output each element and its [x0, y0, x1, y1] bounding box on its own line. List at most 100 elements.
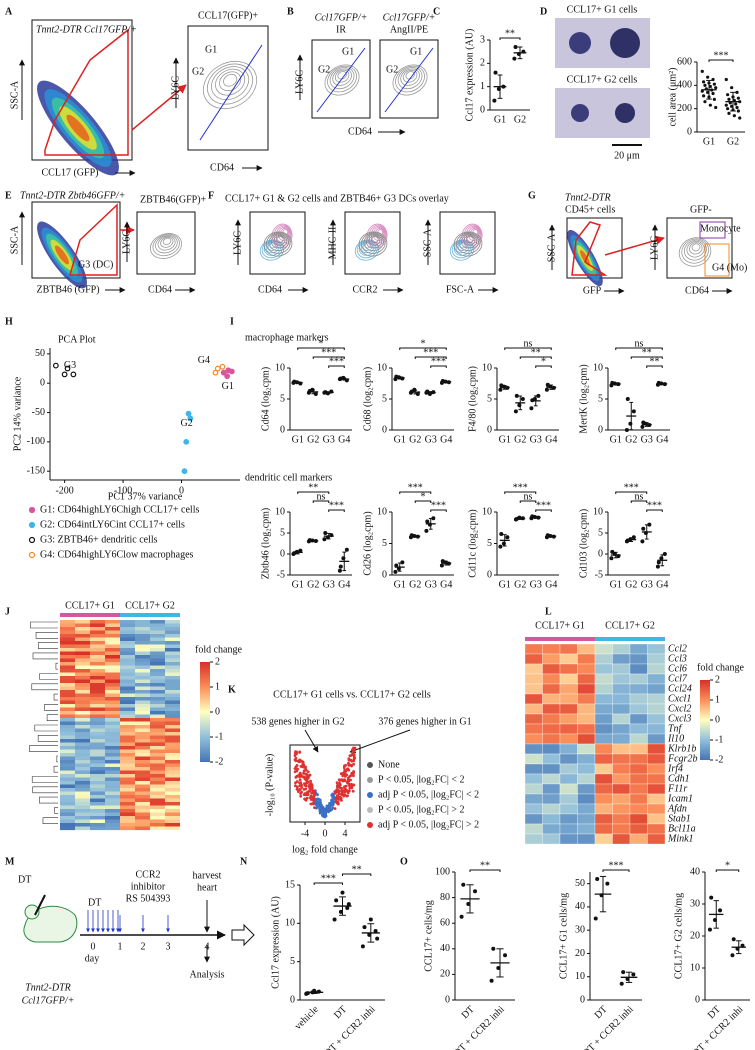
volcano-dot: [343, 770, 346, 774]
label: log₂ fold change: [292, 844, 358, 855]
volcano-dot: [298, 758, 302, 762]
data-point: [70, 371, 77, 378]
label: CCR2: [352, 284, 377, 295]
heatmap-cell: [90, 648, 105, 652]
contour: [270, 234, 288, 249]
heatmap-cell: [612, 703, 631, 715]
data-point: [360, 944, 365, 949]
label: day: [85, 953, 99, 964]
heatmap-cell: [90, 781, 105, 785]
y-tick-label: 50: [575, 878, 585, 889]
line: [384, 47, 434, 113]
data-point: [545, 382, 550, 387]
heatmap-cell: [60, 798, 75, 803]
heatmap-cell: [594, 723, 613, 735]
heatmap-cell: [135, 718, 150, 722]
x-tick-label: 0: [323, 828, 328, 839]
legend-entry: adj P < 0.05, |log₂FC| > 2: [378, 819, 479, 830]
data-point: [624, 428, 629, 432]
heatmap-cell: [577, 733, 596, 745]
data-point: [724, 77, 728, 82]
x-tick-label: G3: [530, 579, 542, 590]
heatmap-cell: [60, 770, 75, 775]
heatmap-cell: [90, 798, 105, 803]
contour: [397, 67, 423, 90]
heatmap-cell: [647, 713, 666, 725]
heatmap-cell: [60, 690, 75, 694]
heatmap-cell: [612, 773, 631, 785]
heatmap-cell: [60, 672, 75, 677]
volcano-dot: [326, 808, 330, 812]
heatmap-cell: [105, 711, 120, 715]
x-tick-label: G4: [656, 434, 668, 445]
axis-title: PC1 37% variance: [108, 491, 183, 502]
data-point: [187, 415, 194, 422]
heatmap-cell: [165, 760, 180, 764]
heatmap-cell: [524, 693, 543, 705]
heatmap-cell: [612, 833, 631, 845]
volcano-dot: [352, 762, 355, 766]
significance-bracket: [313, 882, 343, 885]
data-point: [662, 552, 667, 556]
data-point: [64, 365, 71, 372]
cell: [610, 28, 640, 58]
heatmap-cell: [105, 679, 120, 684]
heatmap-cell: [524, 763, 543, 775]
data-point: [711, 77, 715, 82]
heatmap-cell: [612, 723, 631, 735]
data-point: [706, 75, 710, 79]
label: fold change: [195, 644, 242, 655]
data-point: [727, 97, 731, 101]
gate: [571, 221, 608, 276]
heatmap-cell: [165, 658, 180, 663]
heatmap-cell: [120, 690, 135, 694]
heatmap-cell: [75, 623, 90, 628]
label: CD64: [348, 126, 372, 137]
contour: [263, 231, 293, 257]
contour: [683, 239, 707, 261]
heatmap-cell: [120, 683, 135, 687]
heatmap-cell: [60, 746, 75, 750]
y-tick-label: 20: [440, 969, 450, 980]
panel-letter: J: [5, 606, 10, 617]
heatmap-cell: [165, 791, 180, 796]
heatmap-cell: [135, 665, 150, 670]
heatmap-cell: [647, 743, 666, 755]
heatmap-cell: [75, 756, 90, 761]
gene-label: Mink1: [667, 833, 694, 844]
heatmap-cell: [647, 683, 666, 695]
heatmap-cell: [105, 693, 120, 698]
gene-label: Cxcl3: [668, 713, 691, 724]
series-label: G4: [198, 355, 210, 366]
heatmap-cell: [60, 819, 75, 824]
label: Tnnt2-DTR: [565, 192, 611, 203]
heatmap-cell: [120, 791, 135, 796]
volcano-dot: [348, 784, 351, 788]
heatmap-cell: [135, 676, 150, 680]
x-tick-label: DT + CCR2 inhi: [323, 1004, 378, 1050]
data-point: [736, 109, 740, 113]
significance-label: ***: [647, 500, 662, 511]
y-tick-label: 5: [487, 538, 492, 549]
heatmap-cell: [105, 707, 120, 712]
heatmap-cell: [60, 735, 75, 740]
heatmap-cell: [120, 620, 135, 624]
key-tick-label: 0: [215, 706, 220, 717]
heatmap-cell: [120, 655, 135, 659]
y-tick-label: 10: [575, 971, 585, 982]
heatmap-cell: [90, 620, 105, 624]
volcano-dot: [325, 804, 329, 808]
volcano-dot: [305, 781, 309, 784]
heatmap-cell: [135, 693, 150, 698]
volcano-dot: [349, 758, 353, 762]
frame: [344, 211, 401, 275]
heatmap-cell: [75, 686, 90, 691]
label: Tnnt2-DTR Ccl17GFP/+: [36, 24, 137, 35]
contour: [689, 242, 703, 255]
frame: [666, 217, 733, 279]
dendrogram: [39, 673, 58, 680]
heatmap-cell: [647, 783, 666, 795]
contour: [223, 73, 238, 87]
volcano-dot: [337, 789, 341, 793]
heatmap-cell: [165, 735, 180, 740]
